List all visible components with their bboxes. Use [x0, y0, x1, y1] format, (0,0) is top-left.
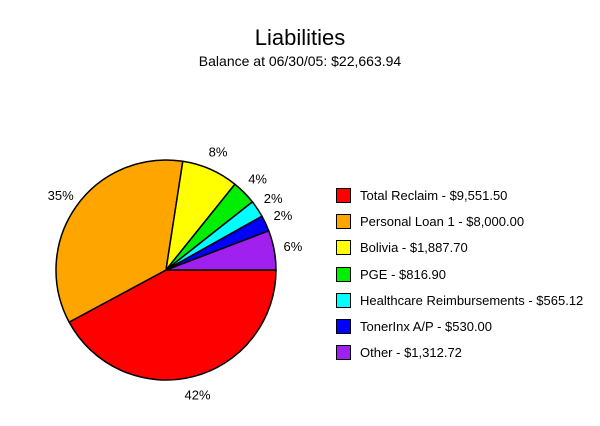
pie-slice	[68, 269, 277, 381]
legend-swatch	[336, 345, 351, 361]
slice-percent-label: 42%	[184, 388, 210, 403]
legend: Total Reclaim - $9,551.50 Personal Loan 1…	[336, 182, 583, 366]
slice-percent-label: 4%	[248, 172, 267, 187]
chart-title: Liabilities	[254, 25, 346, 50]
percent-labels: 42% 35% 8% 4% 2% 2% 6%	[48, 145, 303, 403]
slice-percent-label: 8%	[209, 145, 228, 160]
slice-percent-label: 2%	[274, 208, 293, 223]
legend-swatch	[336, 187, 351, 203]
legend-item: Total Reclaim - $9,551.50	[336, 182, 583, 208]
legend-swatch	[336, 240, 351, 256]
pie-slice	[165, 230, 277, 271]
chart-subtitle: Balance at 06/30/05: $22,663.94	[198, 53, 402, 69]
legend-label: Other - $1,312.72	[360, 345, 462, 361]
legend-swatch	[336, 292, 351, 308]
legend-item: PGE - $816.90	[336, 261, 583, 287]
legend-label: Personal Loan 1 - $8,000.00	[360, 213, 525, 229]
legend-item: Other - $1,312.72	[336, 340, 583, 366]
legend-label: Total Reclaim - $9,551.50	[360, 187, 508, 203]
legend-label: PGE - $816.90	[360, 266, 446, 282]
legend-label: Bolivia - $1,887.70	[360, 240, 468, 256]
legend-swatch	[336, 266, 351, 282]
legend-item: Healthcare Reimbursements - $565.12	[336, 287, 583, 313]
legend-item: TonerInx A/P - $530.00	[336, 313, 583, 339]
legend-label: Healthcare Reimbursements - $565.12	[360, 292, 584, 308]
slice-percent-label: 6%	[284, 239, 303, 254]
pie-slice	[55, 159, 184, 323]
slice-percent-label: 35%	[48, 188, 74, 203]
slice-percent-label: 2%	[264, 191, 283, 206]
pie-slices	[55, 159, 277, 381]
legend-swatch	[336, 319, 351, 335]
legend-label: TonerInx A/P - $530.00	[360, 319, 493, 335]
legend-item: Personal Loan 1 - $8,000.00	[336, 208, 583, 234]
legend-item: Bolivia - $1,887.70	[336, 235, 583, 261]
legend-swatch	[336, 213, 351, 229]
